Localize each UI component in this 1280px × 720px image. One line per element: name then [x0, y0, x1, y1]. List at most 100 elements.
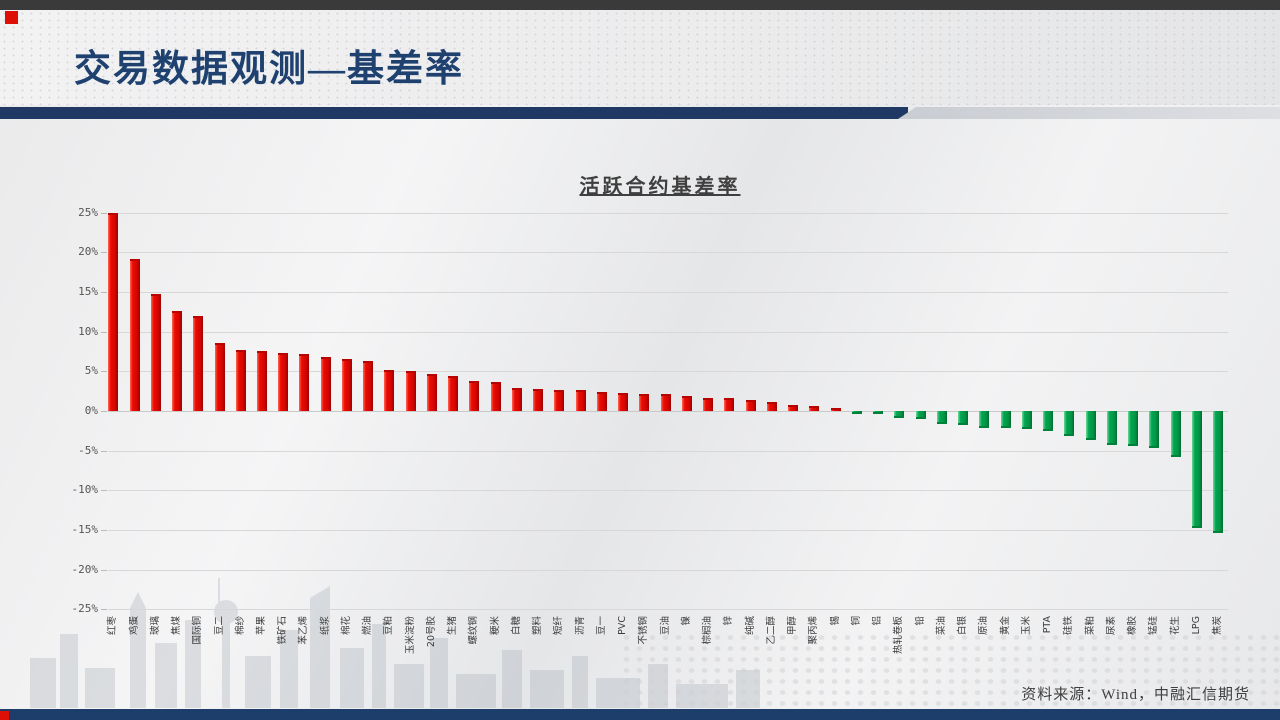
bar-PVC: [618, 392, 629, 411]
y-tick-label: 0%: [84, 404, 98, 417]
y-axis-tick: [101, 371, 107, 373]
y-tick-label: 5%: [84, 364, 98, 378]
y-tick-label: 10%: [78, 324, 98, 338]
bar-锡: [830, 408, 841, 411]
bar-纸浆: [320, 357, 331, 411]
bar-白银: [958, 411, 969, 426]
bar-聚丙烯: [809, 406, 820, 411]
y-tick-label: -20%: [71, 562, 99, 576]
x-category-label: 苯乙烯: [298, 616, 310, 645]
bar-锌: [724, 398, 735, 411]
chart-title: 活跃合约基差率: [579, 176, 741, 198]
y-axis-tick: [101, 212, 107, 214]
y-tick-label: -5%: [78, 443, 98, 457]
bar-菜粕: [1085, 411, 1096, 441]
bar-硅铁: [1064, 411, 1075, 437]
bar-铅: [915, 411, 926, 419]
x-category-label: 国际铜: [192, 616, 204, 645]
x-category-label: 红枣: [107, 616, 119, 636]
red-accent-square-bottom-left: [0, 711, 9, 720]
footer-bar: [0, 709, 1280, 720]
x-category-label: 铁矿石: [277, 616, 289, 645]
bar-铁矿石: [278, 353, 289, 411]
slide-header: [0, 10, 1280, 105]
bar-花生: [1170, 411, 1181, 458]
bar-20号胶: [426, 373, 437, 411]
y-tick-label: 20%: [78, 245, 98, 259]
y-axis-tick: [101, 490, 107, 492]
bar-棉纱: [235, 349, 246, 411]
y-tick-label: -10%: [71, 483, 99, 497]
y-axis-tick: [101, 450, 107, 452]
x-category-label: 玻璃: [149, 616, 161, 636]
gridline: [108, 490, 1228, 492]
x-category-label: 纸浆: [319, 616, 331, 636]
y-axis-tick: [101, 411, 107, 412]
x-category-label: 燃油: [362, 616, 374, 636]
hex-dot-pattern: [620, 632, 1280, 708]
bar-沥青: [575, 390, 586, 411]
x-category-label: 生猪: [447, 616, 459, 636]
x-category-label: 豆一: [595, 616, 607, 636]
bar-LPG: [1191, 411, 1202, 528]
y-axis-tick: [101, 252, 107, 254]
x-category-label: 玉米淀粉: [404, 616, 416, 655]
bar-苹果: [257, 350, 267, 411]
bar-螺纹钢: [469, 380, 480, 411]
bar-不锈钢: [639, 393, 650, 411]
bar-塑料: [533, 388, 544, 411]
bar-粳米: [490, 382, 501, 411]
x-category-label: 粳米: [489, 616, 501, 636]
y-axis-tick: [101, 569, 107, 571]
bar-生猪: [448, 376, 459, 411]
gridline: [108, 212, 1228, 214]
data-source-note: 资料来源：Wind，中融汇信期货: [1021, 687, 1250, 703]
bar-玻璃: [150, 293, 161, 411]
bar-豆油: [660, 394, 671, 411]
gridline: [108, 371, 1228, 373]
bar-焦煤: [172, 310, 183, 411]
x-category-label: 不锈钢: [638, 616, 650, 645]
bar-豆粕: [384, 369, 395, 411]
y-axis-tick: [101, 609, 107, 611]
y-tick-label: 15%: [78, 284, 98, 298]
bar-苯乙烯: [299, 353, 310, 411]
bar-玉米: [1021, 411, 1032, 430]
x-category-label: 苹果: [256, 616, 267, 636]
x-category-label: 螺纹钢: [468, 616, 480, 645]
y-tick-label: 25%: [78, 205, 98, 219]
y-tick-label: -25%: [71, 602, 99, 616]
bar-短纤: [554, 390, 565, 411]
title-underline-bar-tail: [898, 107, 1280, 119]
bar-橡胶: [1128, 411, 1139, 446]
bar-原油: [979, 411, 990, 428]
bar-豆二: [214, 342, 225, 411]
bar-红枣: [108, 212, 119, 411]
x-category-label: 棉花: [340, 616, 352, 636]
y-axis-tick: [101, 331, 107, 333]
page-title: 交易数据观测—基差率: [74, 49, 464, 90]
bar-焦炭: [1213, 411, 1223, 534]
bar-玉米淀粉: [405, 370, 416, 411]
x-category-label: 鸡蛋: [128, 616, 140, 636]
dotted-map-pattern: [0, 10, 1280, 105]
bar-锰硅: [1149, 411, 1160, 449]
bar-菜油: [936, 411, 947, 424]
x-category-label: 20号胶: [425, 616, 437, 648]
x-category-label: 豆粕: [383, 616, 395, 636]
y-tick-label: -15%: [71, 523, 99, 537]
red-accent-square-top-left: [5, 11, 18, 24]
bar-纯碱: [745, 399, 756, 411]
x-category-label: 白糖: [510, 616, 522, 636]
y-axis-tick: [101, 530, 107, 532]
x-category-label: 焦煤: [171, 616, 183, 636]
gridline: [108, 291, 1228, 293]
gridline: [108, 530, 1228, 532]
bar-热轧卷板: [894, 411, 905, 419]
bar-棉花: [341, 359, 352, 411]
bar-白糖: [511, 387, 522, 411]
y-axis-tick: [101, 291, 107, 293]
city-skyline-watermark: [30, 578, 760, 708]
bar-铝: [873, 411, 884, 415]
